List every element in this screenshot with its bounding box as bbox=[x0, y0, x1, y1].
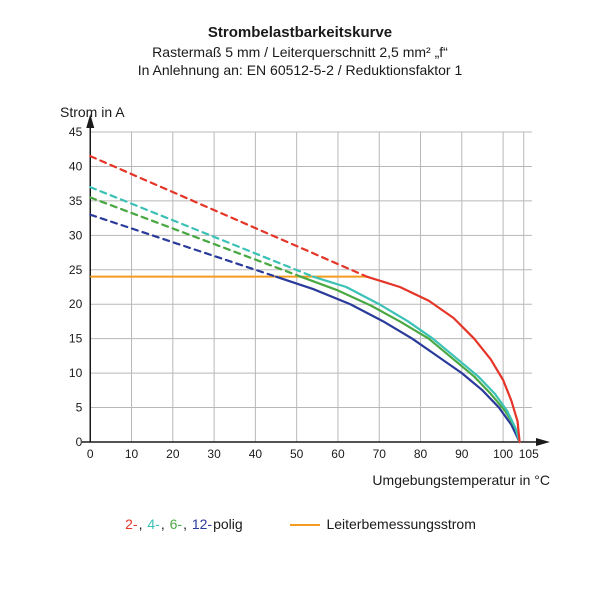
legend-pole-2: 2-, bbox=[124, 516, 142, 532]
svg-text:0: 0 bbox=[87, 447, 94, 461]
svg-text:30: 30 bbox=[207, 447, 221, 461]
svg-text:10: 10 bbox=[69, 366, 83, 380]
legend-pole-12: 12-polig bbox=[191, 516, 243, 532]
svg-text:45: 45 bbox=[69, 125, 83, 139]
svg-text:0: 0 bbox=[76, 435, 83, 449]
svg-text:40: 40 bbox=[249, 447, 263, 461]
legend-pole-4: 4-, bbox=[146, 516, 164, 532]
legend-pole-6: 6-, bbox=[169, 516, 187, 532]
svg-text:20: 20 bbox=[166, 447, 180, 461]
svg-text:70: 70 bbox=[373, 447, 387, 461]
chart-svg: 0 10 20 30 40 50 60 70 80 90 100 105 0 5 10 15 20 25 30 35 4… bbox=[0, 0, 600, 600]
svg-text:25: 25 bbox=[69, 263, 83, 277]
svg-text:15: 15 bbox=[69, 332, 83, 346]
legend: 2-, 4-, 6-, 12-polig Leiterbemessungsstr… bbox=[0, 516, 600, 532]
svg-text:60: 60 bbox=[331, 447, 345, 461]
svg-text:105: 105 bbox=[519, 447, 539, 461]
svg-text:40: 40 bbox=[69, 159, 83, 173]
svg-text:35: 35 bbox=[69, 194, 83, 208]
legend-rated: Leiterbemessungsstrom bbox=[290, 516, 475, 532]
svg-text:10: 10 bbox=[125, 447, 139, 461]
svg-text:20: 20 bbox=[69, 297, 83, 311]
svg-text:100: 100 bbox=[493, 447, 513, 461]
svg-text:5: 5 bbox=[76, 401, 83, 415]
svg-text:80: 80 bbox=[414, 447, 428, 461]
svg-text:50: 50 bbox=[290, 447, 304, 461]
svg-text:30: 30 bbox=[69, 228, 83, 242]
svg-text:90: 90 bbox=[455, 447, 469, 461]
